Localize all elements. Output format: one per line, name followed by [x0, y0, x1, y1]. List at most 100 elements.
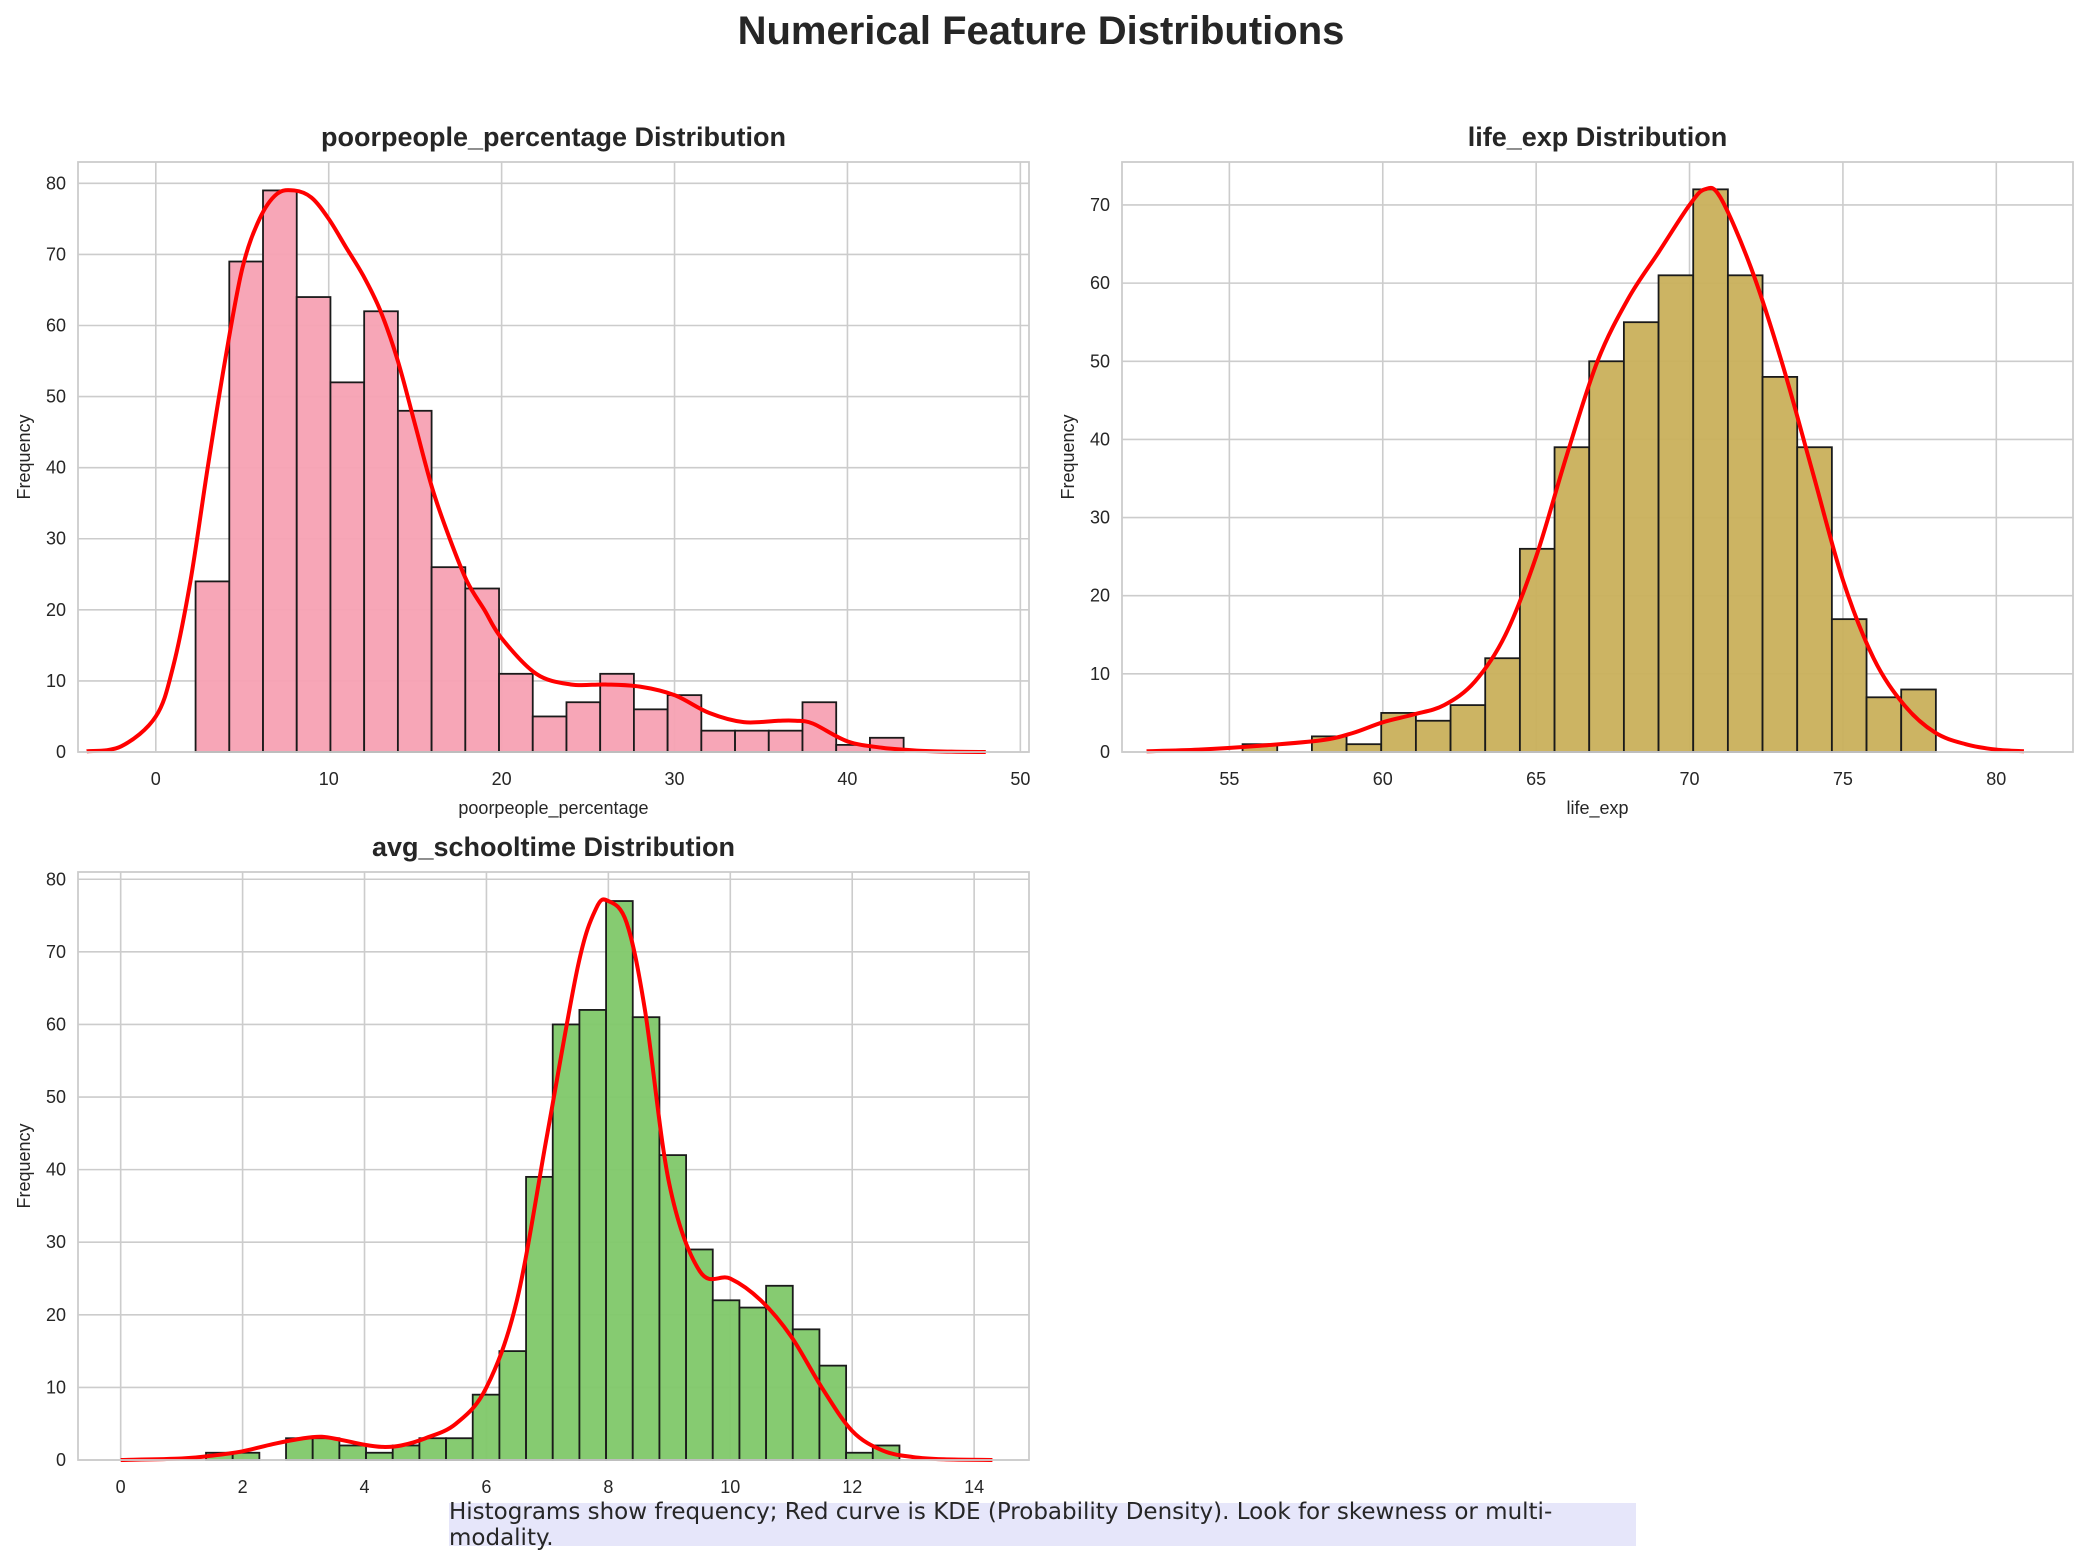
histogram-bar [1657, 274, 1695, 753]
plot-frame [1121, 161, 2074, 753]
y-tick-label: 80 [46, 869, 66, 889]
histogram-panel-life-exp: 55 60 65 70 75 80 0 10 20 30 40 50 60 70 life_exp Dist… [1058, 122, 2074, 819]
histogram-bar [365, 1451, 394, 1461]
y-tick-label: 0 [56, 742, 66, 762]
y-tick-label: 20 [46, 1305, 66, 1325]
x-tick-label: 60 [1373, 769, 1393, 789]
x-tick-label: 10 [720, 1477, 740, 1497]
y-tick-label: 40 [46, 1160, 66, 1180]
y-tick-label: 50 [1090, 351, 1110, 371]
x-tick-label: 65 [1526, 769, 1546, 789]
histogram-bar [791, 1328, 821, 1461]
histogram-bar [445, 1437, 474, 1461]
histogram-bar [1830, 618, 1868, 753]
histogram-panel-poorpeople-percentage: 0 10 20 30 40 50 0 10 20 30 40 50 60 70 80 poorpeople_p… [14, 122, 1030, 819]
histogram-bar [1518, 547, 1556, 753]
figure-title: Numerical Feature Distributions [738, 9, 1345, 53]
x-tick-label: 70 [1680, 769, 1700, 789]
x-tick-label: 8 [603, 1477, 613, 1497]
histogram-bar [565, 701, 602, 753]
x-tick-label: 12 [842, 1477, 862, 1497]
x-tick-label: 4 [360, 1477, 370, 1497]
histogram-bar [363, 310, 399, 753]
histogram-bar [531, 715, 568, 753]
histogram-bar [498, 672, 534, 753]
y-tick-label: 50 [46, 1087, 66, 1107]
y-tick-label: 70 [1090, 195, 1110, 215]
histogram-bar [845, 1451, 874, 1461]
x-tick-label: 40 [837, 769, 857, 789]
y-axis-label: Frequency [14, 1123, 34, 1208]
y-axis-label: Frequency [14, 414, 34, 499]
y-tick-label: 0 [1100, 742, 1110, 762]
histogram-bar [311, 1437, 341, 1461]
histogram-bar [700, 729, 736, 753]
x-axis-label: poorpeople_percentage [458, 798, 648, 819]
x-tick-label: 14 [964, 1477, 984, 1497]
x-tick-label: 30 [665, 769, 685, 789]
y-tick-label: 0 [56, 1450, 66, 1470]
histogram-bar [498, 1350, 527, 1461]
histogram-bar [525, 1175, 554, 1461]
histogram-bar [734, 729, 770, 753]
plot-frame [77, 871, 1030, 1461]
kde-curve [86, 188, 986, 754]
histogram-bar [1692, 188, 1729, 753]
histogram-bar [1726, 274, 1764, 753]
x-tick-label: 6 [481, 1477, 491, 1497]
plot-frame [77, 161, 1030, 753]
histogram-bar [711, 1299, 741, 1461]
x-tick-label: 2 [238, 1477, 248, 1497]
x-tick-label: 10 [319, 769, 339, 789]
histogram-bar [1449, 704, 1487, 753]
histogram-bar [605, 900, 634, 1461]
histogram-panel-avg-schooltime: 0 2 4 6 8 10 12 14 0 10 20 30 40 50 60 70 80 avg_schoolti… [14, 832, 1030, 1527]
histogram-bar [1796, 446, 1833, 753]
histogram-bar [551, 1023, 581, 1461]
y-tick-label: 20 [46, 600, 66, 620]
histogram-bar [633, 708, 669, 753]
y-tick-label: 30 [1090, 508, 1110, 528]
x-axis-label: life_exp [1566, 798, 1628, 819]
histogram-bar [430, 566, 467, 753]
x-tick-label: 0 [116, 1477, 126, 1497]
y-tick-label: 10 [46, 671, 66, 691]
y-tick-label: 70 [46, 244, 66, 264]
histogram-bar [767, 729, 804, 753]
y-tick-label: 60 [46, 1014, 66, 1034]
histogram-bar [1414, 719, 1452, 753]
histogram-bar [1865, 696, 1903, 753]
y-tick-label: 10 [46, 1377, 66, 1397]
histogram-bar [1484, 657, 1521, 753]
y-tick-label: 80 [46, 173, 66, 193]
histogram-bar [1622, 321, 1660, 753]
y-tick-label: 20 [1090, 586, 1110, 606]
histogram-bar [194, 580, 231, 753]
y-tick-label: 10 [1090, 664, 1110, 684]
histogram-bar [578, 1009, 607, 1461]
panel-title: poorpeople_percentage Distribution [321, 122, 786, 152]
histogram-bar [1345, 743, 1383, 753]
histogram-bar [262, 189, 298, 753]
histogram-bar [666, 694, 703, 753]
y-tick-label: 60 [1090, 273, 1110, 293]
panel-title: life_exp Distribution [1468, 122, 1728, 152]
histogram-bar [228, 260, 264, 753]
y-tick-label: 60 [46, 315, 66, 335]
histogram-bar [738, 1306, 768, 1461]
x-tick-label: 0 [151, 769, 161, 789]
x-tick-label: 20 [492, 769, 512, 789]
histogram-bar [464, 587, 500, 753]
y-axis-label: Frequency [1058, 414, 1078, 499]
x-tick-label: 80 [1986, 769, 2006, 789]
y-tick-label: 40 [1090, 429, 1110, 449]
panel-title: avg_schooltime Distribution [372, 832, 735, 862]
x-tick-label: 50 [1010, 769, 1030, 789]
histogram-bar [1588, 360, 1625, 753]
y-tick-label: 30 [46, 529, 66, 549]
x-tick-label: 75 [1833, 769, 1853, 789]
histogram-bar [396, 409, 433, 753]
histogram-bar [329, 381, 366, 753]
histogram-bar [818, 1364, 848, 1461]
